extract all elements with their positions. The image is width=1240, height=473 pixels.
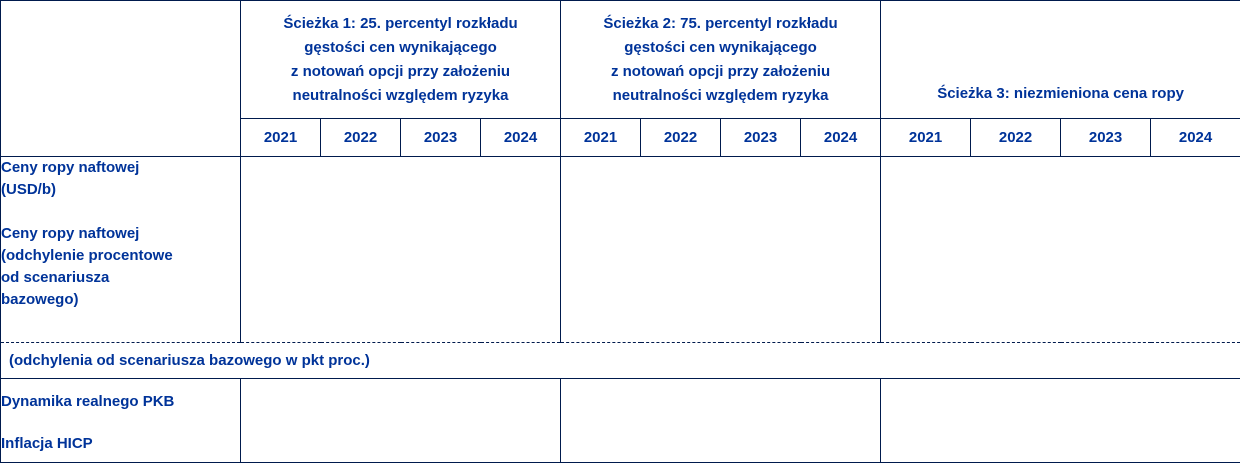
year-header: 2022 xyxy=(970,118,1062,157)
oil-price-scenarios-table: Ścieżka 1: 25. percentyl rozkładu gęstoś… xyxy=(0,0,1240,463)
year-header: 2021 xyxy=(560,118,642,157)
year-header: 2021 xyxy=(880,118,972,157)
row-label-oil-price-deviation: Ceny ropy naftowej (odchylenie procentow… xyxy=(1,225,173,308)
note-deviations-label: (odchylenia od scenariusza bazowego w pk… xyxy=(0,342,1240,379)
year-header: 2024 xyxy=(1150,118,1240,157)
data-cell-sciezka-3-macro xyxy=(880,378,1240,463)
corner-stub-cell xyxy=(0,0,241,157)
year-header: 2022 xyxy=(320,118,401,157)
row-label-gdp: Dynamika realnego PKB xyxy=(1,393,175,410)
year-header-row: 2021 2022 2023 2024 2021 2022 2023 2024 … xyxy=(1,118,1240,157)
year-header: 2024 xyxy=(479,118,562,157)
group-header-sciezka-3: Ścieżka 3: niezmieniona cena ropy xyxy=(880,0,1240,119)
data-cell-sciezka-2-macro xyxy=(560,378,882,463)
group-header-row: Ścieżka 1: 25. percentyl rozkładu gęstoś… xyxy=(0,0,1240,157)
data-cell-sciezka-2-oil xyxy=(560,156,882,343)
row-label-hicp: Inflacja HICP xyxy=(1,435,93,452)
row-label-oil-price-usd: Ceny ropy naftowej (USD/b) xyxy=(1,159,140,198)
year-header: 2023 xyxy=(1060,118,1152,157)
data-cell-sciezka-3-oil xyxy=(880,156,1240,343)
data-cell-sciezka-1-macro xyxy=(239,378,562,463)
note-row: (odchylenia od scenariusza bazowego w pk… xyxy=(0,342,1240,379)
year-header: 2022 xyxy=(640,118,722,157)
year-header: 2021 xyxy=(240,118,321,157)
data-cell-sciezka-1-oil xyxy=(239,156,562,343)
year-header: 2023 xyxy=(400,118,481,157)
row-label-cell-macro: Dynamika realnego PKB Inflacja HICP xyxy=(0,378,241,463)
group-header-sciezka-2: Ścieżka 2: 75. percentyl rozkładu gęstoś… xyxy=(560,0,882,119)
macro-rows: Dynamika realnego PKB Inflacja HICP xyxy=(0,378,1240,463)
year-header: 2023 xyxy=(720,118,802,157)
oil-price-rows: Ceny ropy naftowej (USD/b) Ceny ropy naf… xyxy=(0,156,1240,343)
group-header-sciezka-1: Ścieżka 1: 25. percentyl rozkładu gęstoś… xyxy=(239,0,562,119)
row-label-cell-oil: Ceny ropy naftowej (USD/b) Ceny ropy naf… xyxy=(0,156,241,343)
year-header: 2024 xyxy=(800,118,882,157)
